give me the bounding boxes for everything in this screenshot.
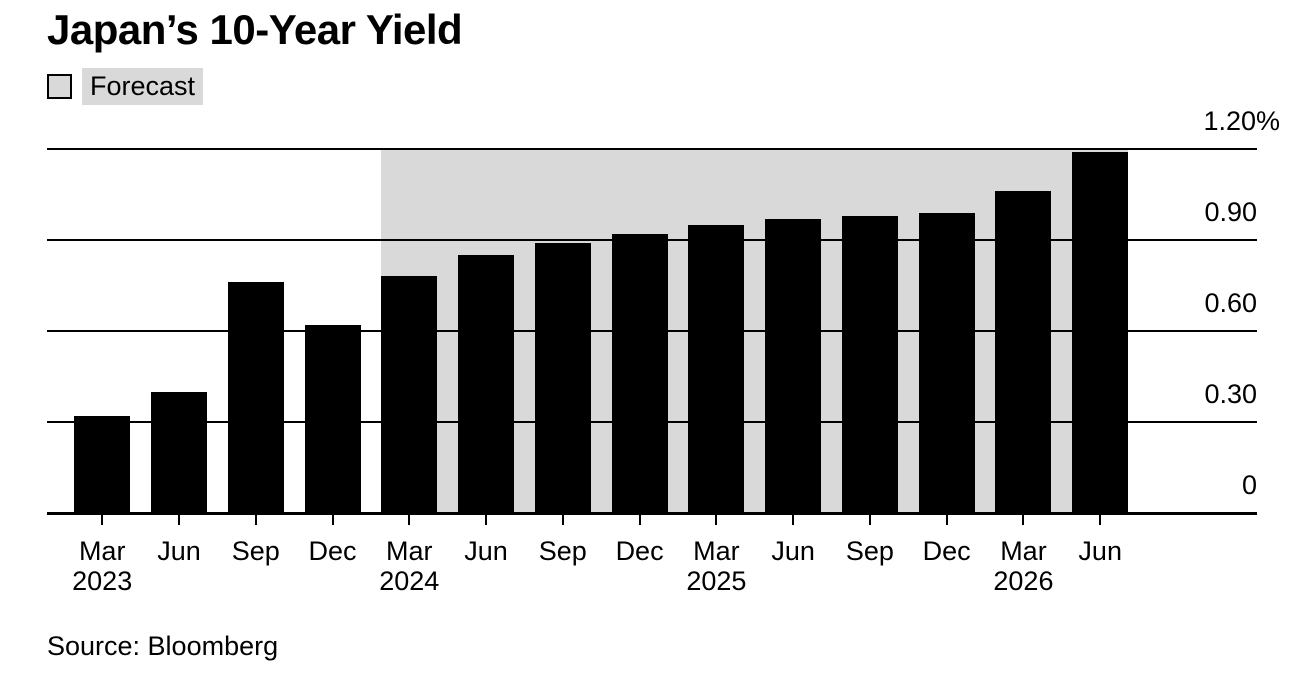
source-caption: Source: Bloomberg bbox=[47, 631, 279, 661]
bar bbox=[918, 212, 975, 513]
bar bbox=[765, 218, 822, 513]
bar bbox=[458, 255, 515, 513]
x-axis-month-label: Dec bbox=[922, 536, 971, 566]
x-axis-tick bbox=[945, 515, 948, 525]
x-axis-month-label: Jun bbox=[771, 536, 815, 566]
x-axis-year-label: 2023 bbox=[72, 566, 133, 596]
x-axis-tick bbox=[792, 515, 795, 525]
x-axis-month-label: Sep bbox=[538, 536, 587, 566]
x-axis-tick bbox=[715, 515, 718, 525]
x-axis-tick bbox=[331, 515, 334, 525]
bar bbox=[688, 224, 745, 513]
forecast-legend-label: Forecast bbox=[82, 67, 204, 105]
x-axis-tick bbox=[561, 515, 564, 525]
chart-title: Japan’s 10-Year Yield bbox=[47, 6, 463, 53]
bar bbox=[534, 243, 591, 513]
bar bbox=[304, 324, 361, 513]
x-axis-tick bbox=[485, 515, 488, 525]
x-axis-month-label: Jun bbox=[1078, 536, 1122, 566]
bar bbox=[227, 282, 284, 513]
bar bbox=[995, 191, 1052, 513]
bar bbox=[150, 391, 207, 513]
y-axis-label: 1.20% bbox=[1203, 106, 1280, 136]
bar bbox=[841, 215, 898, 513]
gridline bbox=[47, 148, 1257, 150]
x-axis-tick bbox=[254, 515, 257, 525]
x-axis-year-label: 2026 bbox=[993, 566, 1054, 596]
x-axis-year-label: 2024 bbox=[379, 566, 440, 596]
x-axis-tick bbox=[177, 515, 180, 525]
x-axis-baseline bbox=[47, 512, 1257, 515]
bar bbox=[611, 233, 668, 513]
x-axis-month-label: Mar bbox=[386, 536, 433, 566]
y-axis-label: 0.30 bbox=[1204, 379, 1257, 409]
x-axis-tick bbox=[638, 515, 641, 525]
bar bbox=[1072, 152, 1129, 513]
y-axis-label: 0.60 bbox=[1204, 288, 1257, 318]
x-axis-month-label: Mar bbox=[78, 536, 126, 566]
x-axis-year-label: 2025 bbox=[686, 566, 747, 596]
forecast-swatch-icon bbox=[47, 73, 72, 99]
x-axis-tick bbox=[1099, 515, 1102, 525]
x-axis-month-label: Dec bbox=[308, 536, 357, 566]
x-axis-tick bbox=[408, 515, 411, 525]
x-axis-tick bbox=[101, 515, 104, 525]
x-axis-tick bbox=[868, 515, 871, 525]
x-axis-month-label: Jun bbox=[157, 536, 201, 566]
x-axis-month-label: Sep bbox=[231, 536, 280, 566]
y-axis-label: 0.90 bbox=[1204, 197, 1257, 227]
x-axis-month-label: Mar bbox=[693, 536, 740, 566]
x-axis-month-label: Dec bbox=[615, 536, 664, 566]
x-axis-month-label: Sep bbox=[845, 536, 894, 566]
forecast-legend: Forecast bbox=[47, 66, 204, 106]
x-axis-month-label: Mar bbox=[1000, 536, 1047, 566]
bar bbox=[74, 415, 131, 513]
bar bbox=[381, 276, 438, 513]
x-axis-tick bbox=[1022, 515, 1025, 525]
y-axis-label: 0 bbox=[1241, 470, 1257, 500]
x-axis-month-label: Jun bbox=[464, 536, 508, 566]
